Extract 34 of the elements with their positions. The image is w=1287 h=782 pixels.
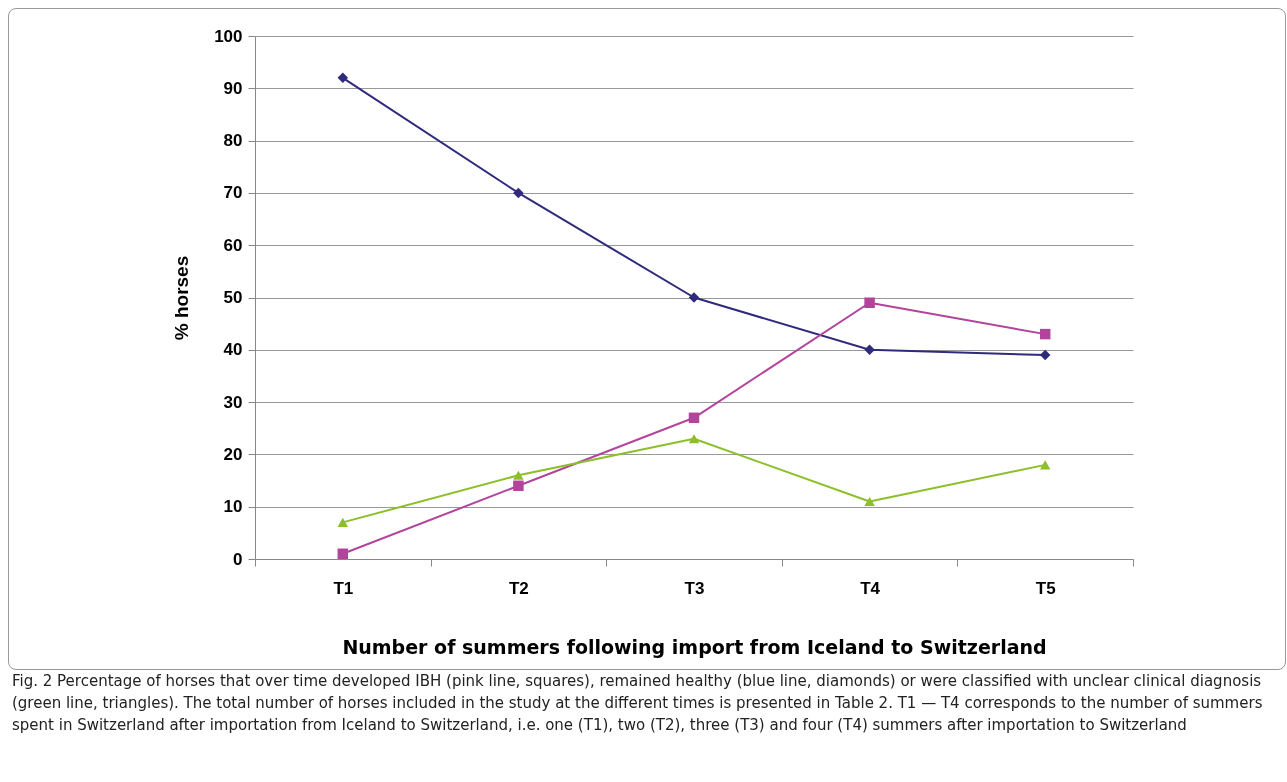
y-tick-label: 0 <box>233 549 243 569</box>
x-tick-label: T1 <box>333 578 354 598</box>
x-axis-title: Number of summers following import from Iceland to Switzerland <box>342 635 1047 658</box>
y-tick-label: 90 <box>223 78 243 98</box>
caption: Fig. 2 Percentage of horses that over time developed IBH (pink line, squares), remained healthy (blue line, diamonds) or were classified with unclear clinical diagnosis (green line, triangles). The total number of horses included in the study at the different times is presented in Table 2. T1 — T4 corresponds to the number of summers spent in Switzerland after importation from Iceland to Switzerland, i.e. one (T1), two (T2), three (T3) and four (T4) summers after importation to Switzerland <box>12 671 1264 736</box>
point <box>513 187 524 199</box>
y-tick-label: 10 <box>223 497 243 517</box>
point <box>513 480 524 492</box>
point <box>337 72 349 84</box>
y-tick-label: 30 <box>223 392 243 412</box>
point <box>337 517 349 527</box>
y-tick-label: 50 <box>223 288 243 307</box>
x-tick-label: T4 <box>860 578 881 598</box>
point <box>1039 460 1051 470</box>
point <box>688 292 700 303</box>
point <box>688 412 700 424</box>
point <box>1039 328 1051 340</box>
point <box>864 344 875 356</box>
x-tick-label: T3 <box>684 578 705 598</box>
point <box>337 548 349 560</box>
x-tick-label: T2 <box>508 578 529 598</box>
point <box>1039 349 1051 361</box>
y-tick-label: 80 <box>223 131 243 151</box>
y-tick-label: 40 <box>223 340 243 360</box>
y-tick-label: 60 <box>223 235 243 255</box>
point <box>864 297 875 308</box>
y-tick-label: 20 <box>223 444 243 464</box>
point <box>513 470 524 480</box>
point <box>688 434 700 444</box>
point <box>864 496 875 507</box>
x-tick-label: T5 <box>1035 578 1056 598</box>
y-tick-label: 100 <box>214 26 243 46</box>
y-tick-label: 70 <box>223 183 243 203</box>
y-axis-title: % horses <box>171 255 193 341</box>
